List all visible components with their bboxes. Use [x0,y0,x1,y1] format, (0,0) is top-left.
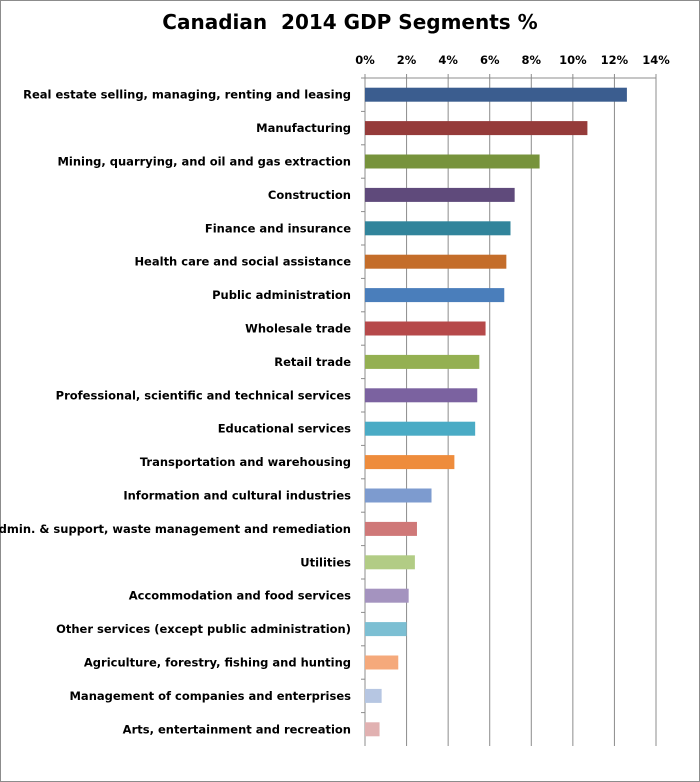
category-label: Admin. & support, waste management and r… [0,522,351,536]
bar [365,288,505,303]
bar [365,488,432,503]
category-label: Wholesale trade [245,322,351,336]
x-tick-label: 4% [438,53,458,67]
bar [365,521,417,536]
x-tick-label: 10% [559,53,587,67]
x-tick-label: 14% [642,53,670,67]
bar [365,555,415,570]
x-tick-label: 2% [397,53,417,67]
bar [365,354,480,369]
category-label: Real estate selling, managing, renting a… [23,88,351,102]
category-label: Finance and insurance [205,221,351,235]
bar [365,722,380,737]
bar [365,121,588,136]
category-label: Management of companies and enterprises [69,689,351,703]
bar [365,254,507,269]
bar [365,455,455,470]
x-tick-label: 6% [480,53,500,67]
category-label: Utilities [300,555,351,569]
bar [365,655,399,670]
category-label: Transportation and warehousing [140,455,351,469]
category-label: Educational services [218,422,351,436]
category-label: Mining, quarrying, and oil and gas extra… [57,155,351,169]
bar [365,321,486,336]
bar [365,421,476,436]
bar [365,221,511,236]
category-label: Health care and social assistance [134,255,351,269]
x-tick-label: 12% [601,53,629,67]
bar [365,187,515,202]
x-tick-label: 8% [522,53,542,67]
bar [365,622,407,637]
category-label: Professional, scientific and technical s… [56,388,351,402]
category-label: Information and cultural industries [123,489,351,503]
category-label: Retail trade [274,355,351,369]
x-tick-label: 0% [355,53,375,67]
category-label: Manufacturing [256,121,351,135]
category-label: Accommodation and food services [129,589,351,603]
bar [365,688,382,703]
category-label: Construction [268,188,351,202]
category-label: Agriculture, forestry, fishing and hunti… [84,656,351,670]
bar [365,154,540,169]
bar [365,87,627,102]
category-label: Public administration [212,288,351,302]
category-label: Other services (except public administra… [56,622,351,636]
bar [365,388,478,403]
chart-title: Canadian 2014 GDP Segments % [162,10,538,34]
bar [365,588,409,603]
category-label: Arts, entertainment and recreation [123,722,351,736]
